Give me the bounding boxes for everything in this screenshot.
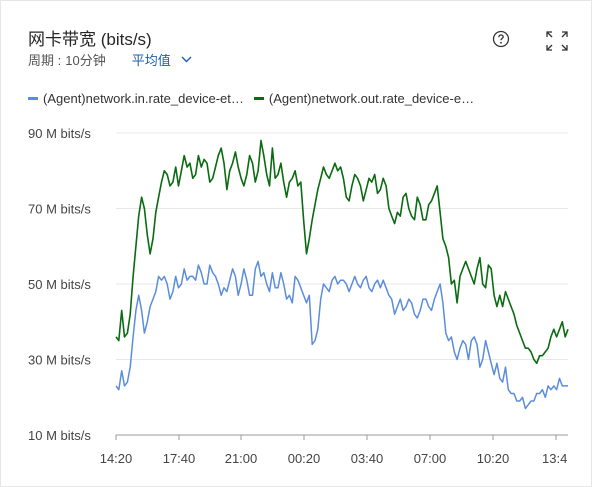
question-circle-icon[interactable] xyxy=(492,30,510,48)
legend-swatch-out xyxy=(253,97,264,100)
chevron-down-icon xyxy=(181,56,192,63)
series-line-in xyxy=(115,260,568,410)
y-tick-label: 30 M bits/s xyxy=(28,353,91,368)
aggregation-value: 平均值 xyxy=(131,53,171,68)
x-tick-label: 10:20 xyxy=(477,451,510,466)
period-label: 周期 : xyxy=(28,53,62,68)
x-tick-label: 17:40 xyxy=(163,451,196,466)
legend-label-in: (Agent)network.in.rate_device-et… xyxy=(43,91,244,106)
chart-subheader: 周期 : 10分钟 平均值 xyxy=(28,50,192,69)
x-tick-label: 13:4 xyxy=(542,451,567,466)
x-tick-label: 21:00 xyxy=(225,451,258,466)
chart-legend: (Agent)network.in.rate_device-et… (Agent… xyxy=(28,91,474,106)
x-tick-label: 14:20 xyxy=(100,451,133,466)
y-tick-label: 10 M bits/s xyxy=(28,428,91,443)
legend-swatch-in xyxy=(28,97,38,100)
x-tick-label: 07:00 xyxy=(414,451,447,466)
expand-icon[interactable] xyxy=(546,31,568,51)
y-tick-label: 90 M bits/s xyxy=(28,126,91,141)
legend-item-in[interactable]: (Agent)network.in.rate_device-et… xyxy=(28,91,244,106)
x-tick-label: 00:20 xyxy=(288,451,321,466)
aggregation-dropdown[interactable]: 平均值 xyxy=(132,50,192,69)
series-line-out xyxy=(115,139,569,365)
legend-label-out: (Agent)network.out.rate_device-e… xyxy=(268,91,475,106)
y-tick-label: 70 M bits/s xyxy=(28,202,91,217)
chart-title: 网卡带宽 (bits/s) xyxy=(28,30,152,49)
legend-item-out[interactable]: (Agent)network.out.rate_device-e… xyxy=(253,91,475,106)
x-tick-label: 03:40 xyxy=(351,451,384,466)
y-tick-label: 50 M bits/s xyxy=(28,277,91,292)
period-value: 10分钟 xyxy=(65,53,106,68)
